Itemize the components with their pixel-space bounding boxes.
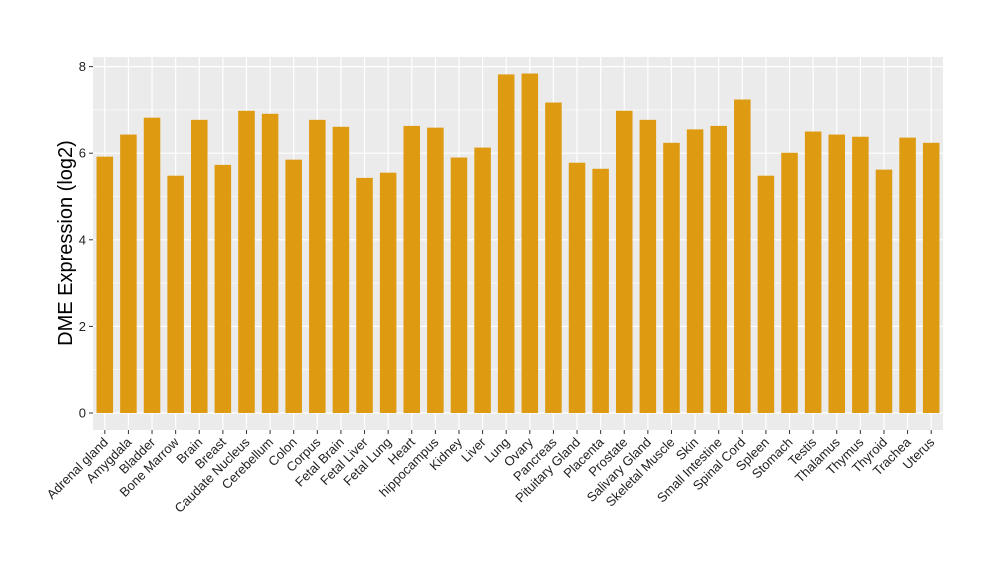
bar-hippocampus [427,127,444,413]
bar-brain [190,119,208,413]
y-tick-label: 8 [79,59,86,74]
bar-corpus [309,119,326,413]
bar-thalamus [828,134,846,413]
bar-heart [403,125,421,414]
bar-placenta [592,168,609,413]
bar-trachea [899,137,916,413]
bar-cerebellum [261,113,279,413]
bar-breast [214,164,232,413]
y-tick-label: 6 [79,146,86,161]
bar-thyroid [875,169,893,413]
plot-panel [93,57,943,430]
bar-spinal-cord [734,99,751,414]
bar-ovary [521,73,539,413]
y-tick-label: 4 [79,232,86,247]
bar-adrenal-gland [96,156,114,413]
bar-caudate-nucleus [238,110,255,414]
x-tick-label: Liver [458,434,489,465]
bar-fetal-brain [332,126,350,414]
bar-kidney [450,157,468,413]
bar-stomach [781,152,798,413]
bar-fetal-liver [356,177,373,413]
bar-small-intestine [710,125,727,414]
bar-thymus [852,136,869,413]
bar-pituitary-gland [568,162,586,413]
bar-amygdala [120,134,137,413]
bars [96,73,940,414]
bar-prostate [615,110,633,414]
y-axis-label: DME Expression (log2) [55,140,77,346]
bar-skeletal-muscle [663,142,680,414]
bar-lung [497,74,515,414]
bar-spleen [757,175,775,413]
bar-liver [474,147,491,414]
bar-pancreas [545,102,562,413]
bar-testis [804,131,822,414]
bar-colon [285,159,302,413]
bar-bone-marrow [167,175,184,413]
bar-uterus [922,142,940,414]
bar-fetal-lung [379,172,397,413]
bar-skin [686,129,704,413]
bar-bladder [143,117,161,413]
bar-salivary-gland [639,119,657,413]
y-tick-label: 2 [79,319,86,334]
y-tick-label: 0 [79,406,86,421]
y-axis: 0 2 4 6 8 [79,59,93,421]
